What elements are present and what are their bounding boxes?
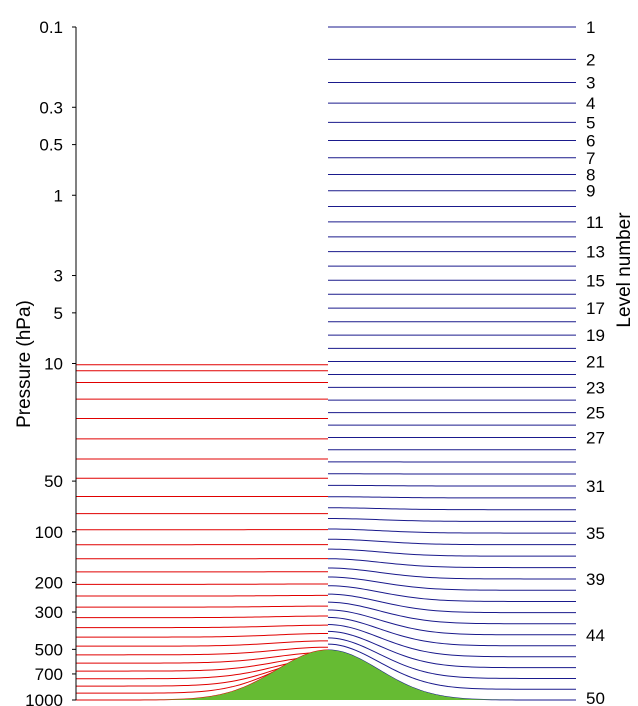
right-level-line bbox=[327, 624, 576, 658]
level-number-label: 27 bbox=[586, 429, 605, 448]
level-number-label: 7 bbox=[586, 149, 595, 168]
pressure-tick-label: 3 bbox=[54, 267, 63, 286]
pressure-tick-label: 500 bbox=[35, 640, 63, 659]
right-level-line bbox=[327, 528, 576, 534]
terrain-mountain bbox=[76, 650, 578, 700]
right-level-line bbox=[328, 484, 576, 487]
right-level-line bbox=[327, 609, 576, 636]
level-number-label: 17 bbox=[586, 299, 605, 318]
right-level-line bbox=[327, 518, 576, 522]
level-number-label: 5 bbox=[586, 113, 595, 132]
right-level-line bbox=[327, 576, 576, 591]
right-level-line bbox=[328, 507, 576, 511]
left-level-line bbox=[76, 651, 329, 664]
pressure-tick-labels: 0.1 0.3 0.5 1 3 5 10 50 100 200 300 500 700 1000 bbox=[25, 18, 76, 706]
pressure-tick-label: 1000 bbox=[25, 691, 63, 706]
level-number-label: 35 bbox=[586, 524, 605, 543]
right-level-line bbox=[327, 558, 576, 569]
pressure-tick-label: 5 bbox=[54, 304, 63, 323]
level-number-label: 50 bbox=[586, 689, 605, 706]
pressure-tick-label: 0.3 bbox=[39, 98, 63, 117]
left-level-line bbox=[76, 646, 329, 656]
pressure-tick-label: 50 bbox=[44, 472, 63, 491]
right-scheme-levels bbox=[327, 26, 576, 701]
level-number-label: 6 bbox=[586, 131, 595, 150]
left-level-line bbox=[76, 655, 329, 672]
pressure-tick-label: 100 bbox=[35, 523, 63, 542]
level-number-label: 11 bbox=[586, 213, 604, 232]
right-level-line bbox=[327, 585, 576, 602]
level-number-label: 21 bbox=[586, 353, 605, 372]
pressure-tick-label: 300 bbox=[35, 603, 63, 622]
level-number-label: 39 bbox=[586, 570, 605, 589]
pressure-tick-label: 700 bbox=[35, 665, 63, 684]
level-number-label: 31 bbox=[586, 477, 605, 496]
level-number-label: 13 bbox=[586, 243, 605, 262]
left-level-line bbox=[76, 615, 329, 619]
right-level-line bbox=[327, 538, 576, 546]
left-level-line bbox=[76, 605, 328, 608]
level-axis-title: Level number bbox=[614, 212, 635, 328]
right-level-line bbox=[327, 643, 576, 690]
right-level-line bbox=[327, 601, 576, 625]
pressure-tick-label: 10 bbox=[44, 355, 63, 374]
left-scheme-levels bbox=[76, 364, 329, 701]
pressure-tick-label: 0.5 bbox=[39, 136, 63, 155]
level-number-label: 9 bbox=[586, 182, 595, 201]
pressure-tick-label: 1 bbox=[54, 186, 63, 205]
level-number-label: 23 bbox=[586, 378, 605, 397]
level-number-label: 1 bbox=[586, 18, 595, 37]
pressure-axis-title: Pressure (hPa) bbox=[14, 300, 35, 428]
left-level-line bbox=[76, 624, 329, 629]
level-number-label: 15 bbox=[586, 271, 605, 290]
level-number-label: 44 bbox=[586, 626, 605, 645]
level-number-label: 3 bbox=[586, 74, 595, 93]
right-level-line bbox=[327, 637, 576, 679]
level-number-label: 4 bbox=[586, 94, 595, 113]
left-level-line bbox=[76, 640, 329, 647]
level-number-label: 8 bbox=[586, 166, 595, 185]
pressure-tick-label: 0.1 bbox=[39, 18, 63, 37]
left-level-line bbox=[76, 594, 328, 597]
pressure-tick-label: 200 bbox=[35, 573, 63, 592]
right-level-line bbox=[327, 630, 576, 669]
level-number-label: 25 bbox=[586, 404, 605, 423]
right-level-line bbox=[327, 548, 576, 557]
right-level-line bbox=[327, 616, 576, 647]
level-number-label: 2 bbox=[586, 50, 595, 69]
level-number-label: 19 bbox=[586, 326, 605, 345]
right-level-line bbox=[327, 496, 576, 499]
right-level-line bbox=[327, 567, 576, 580]
right-level-line bbox=[327, 593, 576, 614]
left-level-line bbox=[76, 632, 329, 638]
